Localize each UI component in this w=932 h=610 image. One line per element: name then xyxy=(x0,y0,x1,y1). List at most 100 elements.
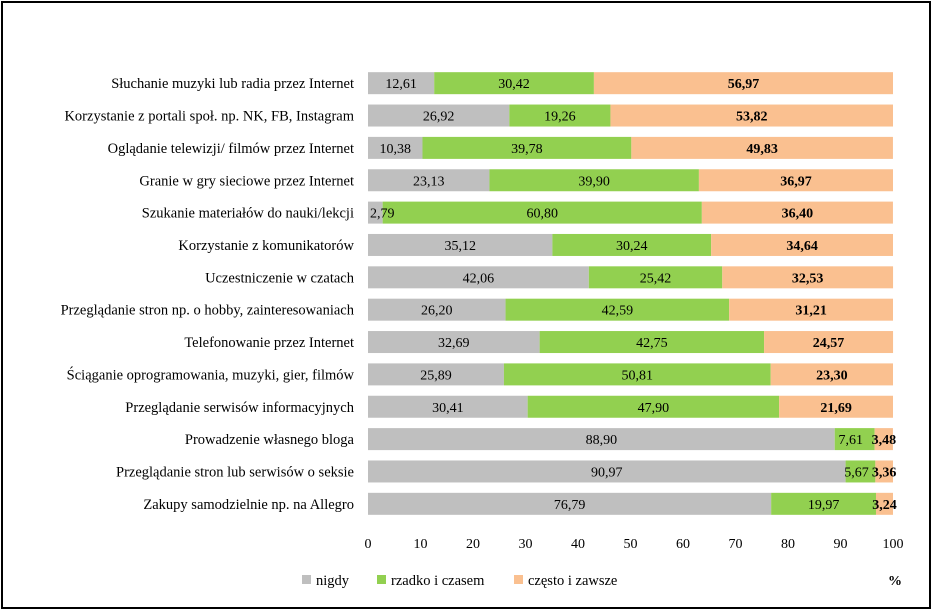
bar-nigdy-1 xyxy=(368,104,510,127)
legend-label-0: nigdy xyxy=(316,573,350,589)
value-label-czesto-2: 49,83 xyxy=(746,142,778,157)
legend-swatch-2 xyxy=(514,575,523,584)
value-label-nigdy-3: 23,13 xyxy=(413,174,445,189)
x-tick-label-10: 100 xyxy=(883,537,904,552)
legend-swatch-1 xyxy=(377,575,386,584)
bar-rzadko-11 xyxy=(834,428,875,451)
value-label-czesto-8: 24,57 xyxy=(813,336,845,351)
category-label-0: Słuchanie muzyki lub radia przez Interne… xyxy=(111,76,354,92)
bar-rzadko-9 xyxy=(503,363,771,386)
value-label-czesto-7: 31,21 xyxy=(795,304,827,319)
x-tick-label-9: 90 xyxy=(834,537,848,552)
bar-rzadko-5 xyxy=(552,233,712,256)
value-label-rzadko-5: 30,24 xyxy=(616,239,648,254)
value-label-czesto-12: 3,36 xyxy=(872,465,897,480)
bar-nigdy-7 xyxy=(368,298,506,321)
value-label-rzadko-12: 5,67 xyxy=(844,465,869,480)
category-label-10: Przeglądanie serwisów informacyjnych xyxy=(125,400,354,416)
x-tick-label-5: 50 xyxy=(624,537,638,552)
bar-rzadko-2 xyxy=(422,136,632,159)
bar-nigdy-11 xyxy=(368,428,835,451)
value-label-nigdy-5: 35,12 xyxy=(444,239,476,254)
category-label-1: Korzystanie z portali społ. np. NK, FB, … xyxy=(64,109,354,125)
bar-nigdy-5 xyxy=(368,233,553,256)
bar-rzadko-7 xyxy=(505,298,730,321)
value-label-rzadko-10: 47,90 xyxy=(638,401,670,416)
x-tick-label-3: 30 xyxy=(519,537,533,552)
value-label-czesto-6: 32,53 xyxy=(792,271,824,286)
x-tick-label-0: 0 xyxy=(365,537,372,552)
category-label-3: Granie w gry sieciowe przez Internet xyxy=(139,173,354,189)
value-label-nigdy-7: 26,20 xyxy=(421,304,453,319)
category-label-4: Szukanie materiałów do nauki/lekcji xyxy=(142,206,354,222)
bar-rzadko-4 xyxy=(382,201,702,224)
bar-czesto-4 xyxy=(701,201,893,224)
value-label-czesto-9: 23,30 xyxy=(816,368,848,383)
category-label-8: Telefonowanie przez Internet xyxy=(184,335,354,351)
bar-nigdy-0 xyxy=(368,72,435,95)
value-label-nigdy-8: 32,69 xyxy=(438,336,470,351)
category-label-13: Zakupy samodzielnie np. na Allegro xyxy=(143,497,354,513)
value-label-rzadko-7: 42,59 xyxy=(602,304,634,319)
bar-czesto-0 xyxy=(593,72,893,95)
bar-czesto-3 xyxy=(698,169,893,192)
bar-nigdy-10 xyxy=(368,395,528,418)
legend-label-1: rzadko i czasem xyxy=(391,573,485,589)
bar-nigdy-6 xyxy=(368,266,589,289)
value-label-czesto-13: 3,24 xyxy=(872,498,897,513)
bar-czesto-7 xyxy=(729,298,893,321)
value-label-rzadko-1: 19,26 xyxy=(544,110,576,125)
value-label-nigdy-1: 26,92 xyxy=(423,110,455,125)
bar-rzadko-10 xyxy=(527,395,780,418)
value-label-rzadko-4: 60,80 xyxy=(526,207,558,222)
value-label-nigdy-0: 12,61 xyxy=(385,77,417,92)
value-label-rzadko-11: 7,61 xyxy=(838,433,863,448)
x-tick-label-8: 80 xyxy=(781,537,795,552)
value-label-nigdy-2: 10,38 xyxy=(379,142,411,157)
value-label-nigdy-10: 30,41 xyxy=(432,401,464,416)
x-axis-label: % xyxy=(888,574,902,589)
x-tick-label-6: 60 xyxy=(676,537,690,552)
bar-czesto-12 xyxy=(875,460,893,483)
bar-nigdy-8 xyxy=(368,331,540,354)
bar-czesto-2 xyxy=(631,136,893,159)
bar-rzadko-3 xyxy=(489,169,699,192)
bar-rzadko-13 xyxy=(771,492,876,515)
value-label-rzadko-13: 19,97 xyxy=(808,498,840,513)
value-label-czesto-5: 34,64 xyxy=(786,239,818,254)
bar-nigdy-9 xyxy=(368,363,504,386)
category-label-7: Przeglądanie stron np. o hobby, zaintere… xyxy=(61,303,355,319)
bar-nigdy-2 xyxy=(368,136,423,159)
bar-nigdy-4 xyxy=(368,201,383,224)
bar-czesto-9 xyxy=(770,363,893,386)
value-label-czesto-3: 36,97 xyxy=(780,174,812,189)
value-label-nigdy-9: 25,89 xyxy=(420,368,452,383)
category-label-6: Uczestniczenie w czatach xyxy=(205,270,355,286)
bar-czesto-8 xyxy=(764,331,894,354)
value-label-czesto-10: 21,69 xyxy=(820,401,852,416)
category-label-5: Korzystanie z komunikatorów xyxy=(178,238,354,254)
value-label-rzadko-9: 50,81 xyxy=(622,368,654,383)
value-label-nigdy-11: 88,90 xyxy=(586,433,618,448)
bar-czesto-6 xyxy=(722,266,894,289)
bar-rzadko-8 xyxy=(539,331,765,354)
bar-czesto-10 xyxy=(779,395,893,418)
value-label-nigdy-6: 42,06 xyxy=(463,271,495,286)
bar-czesto-11 xyxy=(874,428,893,451)
bar-czesto-1 xyxy=(610,104,893,127)
bar-rzadko-1 xyxy=(509,104,611,127)
value-label-czesto-11: 3,48 xyxy=(872,433,897,448)
legend-label-2: często i zawsze xyxy=(528,573,617,589)
legend-swatch-0 xyxy=(302,575,311,584)
x-tick-label-7: 70 xyxy=(729,537,743,552)
bar-rzadko-12 xyxy=(845,460,876,483)
value-label-rzadko-2: 39,78 xyxy=(511,142,543,157)
bar-czesto-5 xyxy=(711,233,893,256)
value-label-nigdy-12: 90,97 xyxy=(591,465,623,480)
value-label-nigdy-4: 2,79 xyxy=(370,207,395,222)
value-label-rzadko-6: 25,42 xyxy=(640,271,672,286)
category-label-9: Ściąganie oprogramowania, muzyki, gier, … xyxy=(67,366,355,383)
x-tick-label-4: 40 xyxy=(571,537,585,552)
